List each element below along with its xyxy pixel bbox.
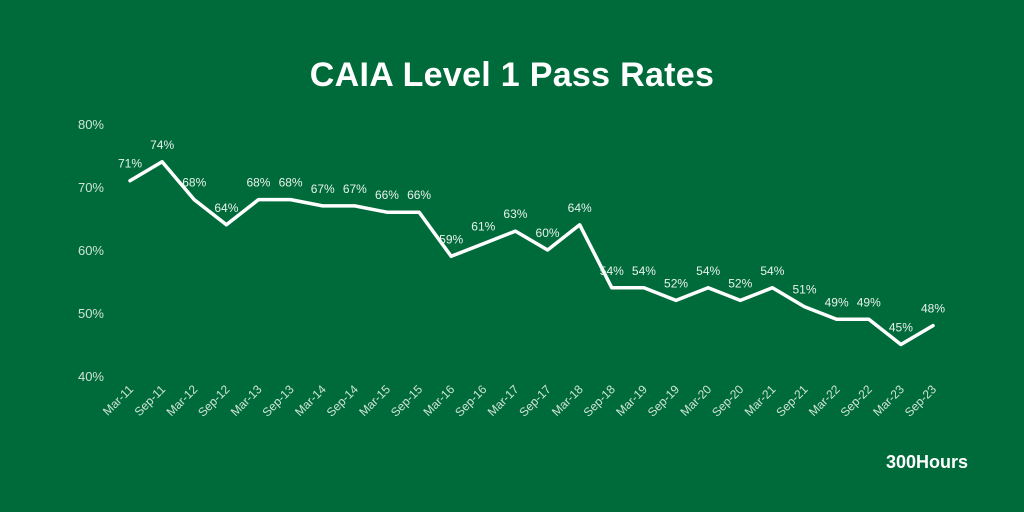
data-label: 63%	[503, 207, 527, 221]
x-tick-label: Mar-11	[100, 382, 136, 418]
series-line	[128, 160, 935, 347]
y-tick-label: 70%	[78, 180, 104, 195]
data-label: 52%	[664, 276, 688, 290]
data-label: 68%	[246, 176, 270, 190]
data-label: 54%	[696, 264, 720, 278]
data-label: 71%	[118, 157, 142, 171]
x-tick-label: Mar-23	[870, 382, 907, 419]
x-tick-label: Mar-14	[292, 382, 329, 419]
y-axis-ticks: 40% 50% 60% 70% 80%	[78, 117, 104, 384]
x-tick-label: Sep-14	[324, 382, 361, 419]
data-label: 68%	[279, 176, 303, 190]
y-tick-label: 60%	[78, 243, 104, 258]
x-tick-label: Sep-22	[838, 382, 875, 419]
data-labels: 71% 74% 68% 64% 68% 68% 67% 67% 66% 66% 59% 61% 63% 6…	[118, 138, 945, 335]
data-label: 60%	[536, 226, 560, 240]
data-label: 51%	[793, 283, 817, 297]
x-tick-label: Sep-20	[709, 382, 746, 419]
data-label: 54%	[760, 264, 784, 278]
y-tick-label: 50%	[78, 306, 104, 321]
data-label: 66%	[375, 188, 399, 202]
data-label: 59%	[439, 232, 463, 246]
data-label: 64%	[214, 201, 238, 215]
data-label: 49%	[825, 295, 849, 309]
data-label: 74%	[150, 138, 174, 152]
data-label: 54%	[632, 264, 656, 278]
data-label: 61%	[471, 220, 495, 234]
data-label: 49%	[857, 295, 881, 309]
data-label: 54%	[600, 264, 624, 278]
y-tick-label: 40%	[78, 369, 104, 384]
x-tick-label: Sep-18	[581, 382, 618, 419]
x-tick-label: Mar-17	[485, 382, 522, 419]
x-tick-label: Mar-20	[678, 382, 715, 419]
x-tick-label: Sep-23	[902, 382, 939, 419]
data-label: 48%	[921, 302, 945, 316]
x-tick-label: Sep-13	[259, 382, 296, 419]
data-label: 67%	[311, 182, 335, 196]
x-tick-label: Mar-18	[549, 382, 586, 419]
data-label: 68%	[182, 176, 206, 190]
brand-logo: 300Hours	[885, 452, 968, 472]
x-tick-label: Mar-16	[421, 382, 458, 419]
x-tick-label: Sep-15	[388, 382, 425, 419]
x-tick-label: Sep-12	[195, 382, 232, 419]
x-tick-label: Sep-17	[516, 382, 553, 419]
data-label: 64%	[568, 201, 592, 215]
x-tick-label: Mar-15	[356, 382, 393, 419]
x-tick-label: Mar-13	[228, 382, 265, 419]
y-tick-label: 80%	[78, 117, 104, 132]
x-tick-label: Mar-19	[613, 382, 650, 419]
x-tick-label: Mar-22	[806, 382, 843, 419]
x-tick-label: Sep-21	[773, 382, 810, 419]
x-tick-label: Sep-16	[452, 382, 489, 419]
data-label: 45%	[889, 321, 913, 335]
data-label: 66%	[407, 188, 431, 202]
chart-title: CAIA Level 1 Pass Rates	[309, 56, 715, 94]
x-tick-label: Sep-11	[132, 382, 169, 419]
x-tick-label: Sep-19	[645, 382, 682, 419]
data-label: 52%	[728, 276, 752, 290]
x-tick-label: Mar-21	[742, 382, 779, 419]
data-label: 67%	[343, 182, 367, 196]
x-axis-ticks: Mar-11Sep-11Mar-12Sep-12Mar-13Sep-13Mar-…	[100, 382, 939, 419]
x-tick-label: Mar-12	[164, 382, 201, 419]
